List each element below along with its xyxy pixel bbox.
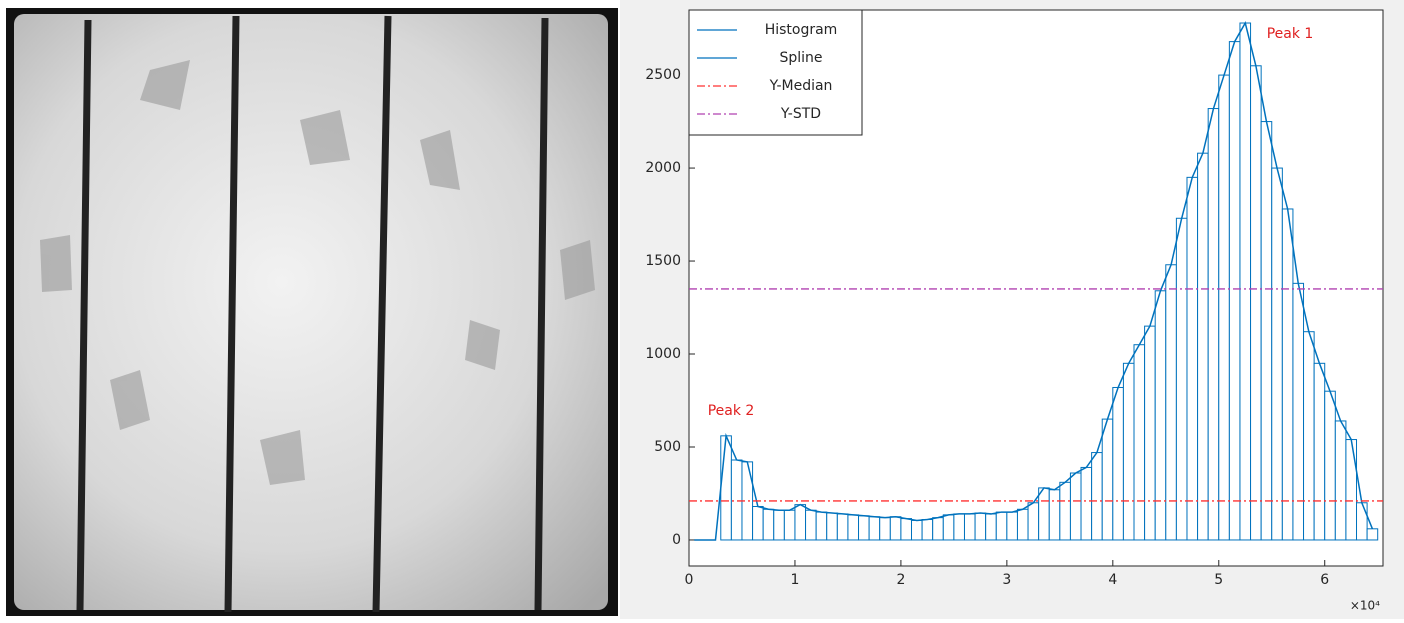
histogram-bar <box>1313 362 1326 541</box>
histogram-bar <box>963 513 976 541</box>
histogram-bar <box>911 519 923 541</box>
histogram-bar <box>815 511 828 541</box>
histogram-bar <box>752 505 764 541</box>
histogram-bar <box>773 509 785 541</box>
y-tick-label: 2500 <box>645 67 681 83</box>
histogram-bar <box>1271 167 1283 541</box>
legend: Histogram Spline Y-Median Y-STD <box>688 9 863 136</box>
x-tick-label: 0 <box>685 572 694 588</box>
legend-label: Y-STD <box>780 106 821 122</box>
x-tick-label: 3 <box>1002 572 1011 588</box>
histogram-bar <box>1197 152 1209 541</box>
histogram-bar <box>1122 362 1135 541</box>
histogram-bar <box>974 512 987 541</box>
histogram-bar <box>805 509 817 541</box>
histogram-bar <box>900 518 913 541</box>
histogram-bar <box>1228 41 1241 541</box>
histogram-bar <box>730 459 743 541</box>
histogram-bar <box>1250 65 1262 541</box>
histogram-bar <box>1218 74 1230 541</box>
histogram-bar <box>1303 331 1315 541</box>
legend-label: Spline <box>779 50 822 66</box>
legend-label: Y-Median <box>769 78 833 94</box>
histogram-bar <box>836 513 849 541</box>
histogram-bar <box>1165 264 1177 541</box>
histogram-bar <box>953 513 965 541</box>
histogram-bar <box>1048 489 1061 541</box>
histogram-bar <box>1069 472 1082 541</box>
histogram-bar <box>1144 325 1156 541</box>
y-tick-label: 500 <box>654 439 681 455</box>
histogram-bar <box>1175 217 1188 541</box>
histogram-bar <box>1345 439 1358 541</box>
spline-line <box>694 21 1374 541</box>
histogram-bar <box>794 504 807 541</box>
histogram-bar <box>1366 528 1379 541</box>
x-tick-label: 6 <box>1320 572 1329 588</box>
x-tick-label: 5 <box>1214 572 1223 588</box>
histogram-bar <box>1239 22 1252 541</box>
histogram-bar <box>858 515 870 541</box>
histogram-bar <box>1207 108 1220 541</box>
histogram-bar <box>720 435 732 541</box>
histogram-bar <box>1027 502 1040 541</box>
histogram-bar <box>1324 390 1336 541</box>
histogram-bar <box>1154 290 1167 541</box>
histogram-bar <box>1101 418 1114 541</box>
histogram-bar <box>879 517 891 541</box>
histogram-bar <box>1059 481 1071 541</box>
histogram-bar <box>1186 176 1199 541</box>
histogram-bar <box>942 514 955 541</box>
cell-image <box>6 8 618 616</box>
histogram-bar <box>783 509 796 541</box>
x-tick-label: 4 <box>1108 572 1117 588</box>
x-tick-label: 2 <box>896 572 905 588</box>
histogram-bar <box>1080 466 1093 541</box>
y-tick-label: 1000 <box>645 346 681 362</box>
histogram-bar <box>985 513 997 541</box>
y-tick-label: 1500 <box>645 253 681 269</box>
histogram-bar <box>826 512 838 541</box>
histogram-bar <box>1356 502 1368 541</box>
histogram-bar <box>1006 511 1018 541</box>
histogram-bar <box>1281 208 1294 541</box>
histogram-bar <box>847 514 860 541</box>
histogram-bar <box>1260 121 1273 541</box>
y-tick-label: 2000 <box>645 160 681 176</box>
histogram-bar <box>1038 487 1050 541</box>
y-tick-label: 0 <box>672 532 681 548</box>
plot: 0 500 1000 1500 2000 2500 0 1 2 3 4 5 6 Histogram Spli… <box>645 9 1383 588</box>
histogram-bar <box>1133 344 1146 541</box>
histogram-bar <box>921 519 934 541</box>
histogram-bar <box>889 516 902 541</box>
histogram-bar <box>995 511 1008 541</box>
histogram-bar <box>1112 386 1124 541</box>
annotation: Peak 1 <box>1267 26 1314 42</box>
histogram-bar <box>1334 420 1347 541</box>
x-exponent: ×10⁴ <box>1350 599 1380 613</box>
histogram-bar <box>932 517 944 541</box>
x-tick-label: 1 <box>790 572 799 588</box>
legend-label: Histogram <box>765 22 838 38</box>
histogram-bar <box>1016 508 1029 541</box>
histogram-bar <box>1091 452 1103 541</box>
annotation: Peak 2 <box>708 403 755 419</box>
histogram-bar <box>868 516 881 541</box>
histogram-bar <box>762 508 775 541</box>
